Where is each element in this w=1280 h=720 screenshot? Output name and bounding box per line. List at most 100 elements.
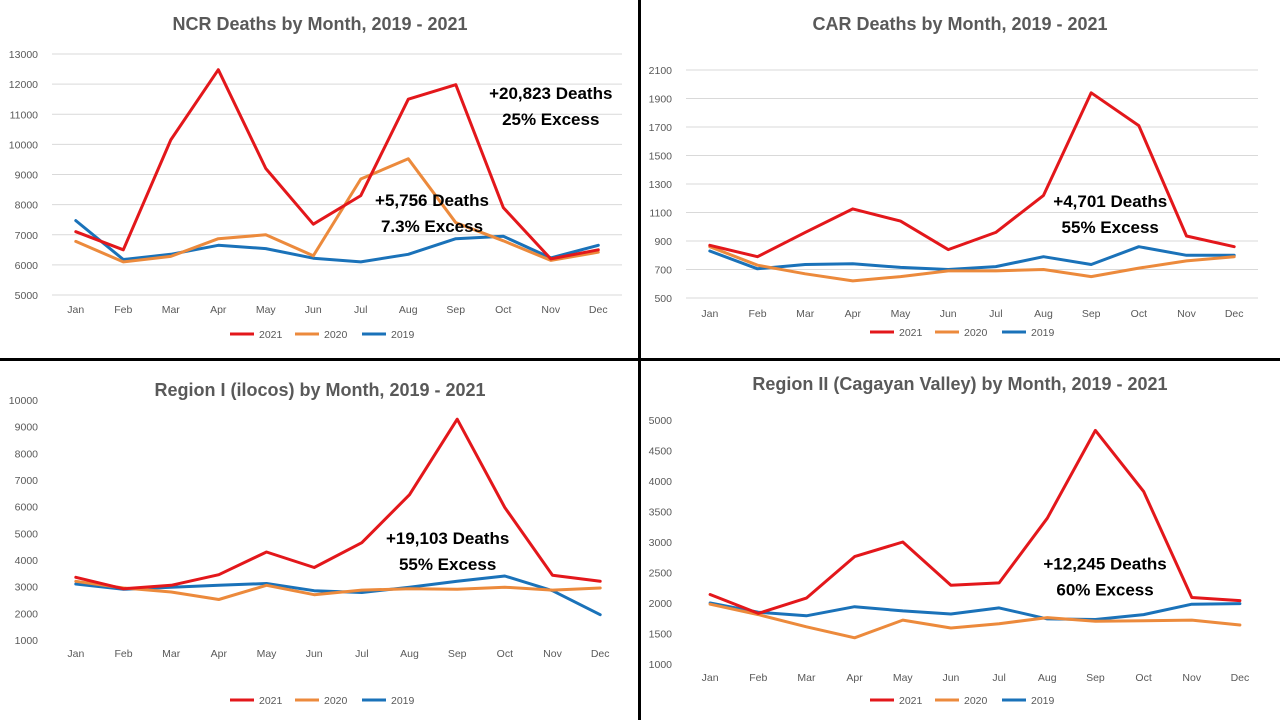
annotation: +4,701 Deaths 55% Excess	[1053, 192, 1167, 237]
legend-label: 2019	[391, 695, 415, 707]
annotation: +19,103 Deaths 55% Excess	[386, 529, 509, 574]
x-tick-label: Jul	[355, 648, 368, 660]
x-tick-label: May	[257, 648, 278, 660]
legend-label: 2021	[259, 695, 283, 707]
x-tick-label: Jul	[989, 308, 1002, 320]
y-tick-label: 7000	[15, 475, 39, 487]
series-line-2019	[708, 601, 1242, 621]
annotation-line: +19,103 Deaths	[386, 529, 509, 548]
chart-title: NCR Deaths by Month, 2019 - 2021	[172, 14, 467, 34]
x-tick-label: Apr	[845, 308, 862, 320]
legend-label: 2021	[899, 327, 923, 339]
y-tick-label: 5000	[649, 415, 673, 427]
chart-svg-car: CAR Deaths by Month, 2019 - 2021 500 700 90…	[649, 14, 1258, 339]
chart-panel-region-2: Region II (Cagayan Valley) by Month, 201…	[640, 360, 1280, 720]
legend-label: 2021	[259, 329, 283, 341]
x-tick-label: Sep	[1082, 308, 1101, 320]
y-tick-label: 1700	[649, 122, 673, 134]
legend-item-2019: 2019	[362, 695, 415, 707]
y-tick-label: 1000	[15, 635, 39, 647]
y-tick-label: 11000	[10, 109, 39, 121]
annotation-line: 60% Excess	[1056, 580, 1153, 599]
series-line-2020	[74, 157, 600, 264]
x-tick-label: Jan	[701, 308, 718, 320]
y-tick-label: 2000	[15, 608, 39, 620]
x-tick-label: Mar	[162, 304, 181, 316]
y-tick-label: 2500	[649, 568, 673, 580]
x-tick-label: Sep	[448, 648, 467, 660]
annotation: +5,756 Deaths 7.3% Excess	[375, 191, 489, 236]
annotation: +20,823 Deaths 25% Excess	[489, 84, 612, 129]
y-tick-label: 12000	[9, 79, 38, 91]
y-tick-label: 4000	[649, 476, 673, 488]
chart-panel-car: CAR Deaths by Month, 2019 - 2021 500 700 90…	[640, 0, 1280, 360]
x-tick-label: Jun	[305, 304, 322, 316]
chart-title: CAR Deaths by Month, 2019 - 2021	[812, 14, 1107, 34]
legend-label: 2019	[391, 329, 415, 341]
legend-label: 2020	[324, 329, 348, 341]
y-tick-label: 3500	[649, 507, 673, 519]
chart-svg-region-2: Region II (Cagayan Valley) by Month, 201…	[649, 374, 1250, 707]
chart-title: Region I (ilocos) by Month, 2019 - 2021	[154, 380, 485, 400]
x-tick-label: Sep	[446, 304, 465, 316]
series-line-2019	[708, 245, 1236, 271]
series-line-2020	[708, 245, 1236, 283]
annotation-line: 55% Excess	[1062, 218, 1159, 237]
annotation-line: 55% Excess	[399, 555, 496, 574]
x-tick-label: Nov	[1177, 308, 1196, 320]
y-tick-label: 2000	[649, 598, 673, 610]
x-tick-label: Nov	[543, 648, 562, 660]
legend-item-2020: 2020	[935, 695, 988, 707]
x-tick-label: Nov	[1182, 672, 1201, 684]
y-tick-label: 8000	[15, 448, 39, 460]
x-tick-label: Aug	[399, 304, 418, 316]
y-tick-label: 4000	[15, 555, 39, 567]
x-tick-label: Jul	[992, 672, 1005, 684]
y-tick-label: 700	[654, 265, 672, 277]
y-tick-label: 1000	[649, 659, 673, 671]
horizontal-divider	[0, 358, 1280, 361]
legend-label: 2020	[964, 695, 988, 707]
x-tick-label: Feb	[748, 308, 766, 320]
x-tick-label: Jul	[354, 304, 367, 316]
y-tick-label: 1500	[649, 629, 673, 641]
x-tick-label: Oct	[495, 304, 511, 316]
annotation-line: +20,823 Deaths	[489, 84, 612, 103]
y-tick-label: 2100	[649, 65, 673, 77]
chart-panel-ncr: NCR Deaths by Month, 2019 - 2021 5000 6000…	[0, 0, 640, 360]
x-tick-label: Apr	[846, 672, 863, 684]
x-tick-label: Oct	[1131, 308, 1147, 320]
series-line-2020	[74, 579, 602, 601]
x-tick-label: Dec	[1225, 308, 1244, 320]
x-tick-label: Aug	[1038, 672, 1057, 684]
legend-item-2021: 2021	[870, 327, 923, 339]
chart-svg-region-1: Region I (ilocos) by Month, 2019 - 2021 1…	[9, 380, 610, 707]
y-tick-label: 10000	[9, 395, 38, 407]
x-tick-label: Jan	[67, 648, 84, 660]
series-line-2021	[74, 68, 600, 261]
y-tick-label: 9000	[15, 422, 39, 434]
legend-item-2021: 2021	[870, 695, 923, 707]
x-tick-label: Dec	[591, 648, 610, 660]
x-tick-label: Jan	[702, 672, 719, 684]
x-tick-label: Jun	[940, 308, 957, 320]
x-tick-label: Dec	[589, 304, 608, 316]
x-tick-label: Feb	[114, 304, 132, 316]
y-tick-label: 9000	[15, 170, 39, 182]
x-tick-label: Feb	[749, 672, 767, 684]
annotation-line: +4,701 Deaths	[1053, 192, 1167, 211]
y-tick-label: 7000	[15, 230, 39, 242]
legend-item-2021: 2021	[230, 329, 283, 341]
y-tick-label: 1900	[649, 94, 673, 106]
annotation-line: 7.3% Excess	[381, 217, 483, 236]
x-tick-label: Mar	[797, 672, 816, 684]
x-tick-label: Aug	[1034, 308, 1053, 320]
x-tick-label: May	[893, 672, 914, 684]
x-tick-label: May	[256, 304, 277, 316]
y-tick-label: 3000	[15, 582, 39, 594]
series-line-2019	[74, 574, 602, 617]
legend-label: 2020	[964, 327, 988, 339]
y-tick-label: 3000	[649, 537, 673, 549]
x-tick-label: Nov	[541, 304, 560, 316]
x-tick-label: Dec	[1231, 672, 1250, 684]
